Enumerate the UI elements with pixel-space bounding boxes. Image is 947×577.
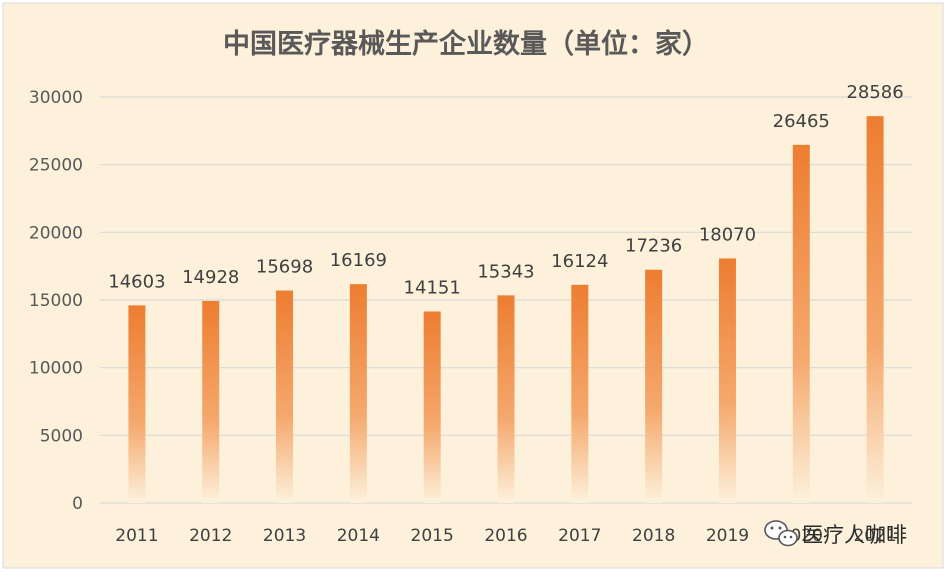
- data-labels: 14603 14928 15698 16169 14151 15343 16124 17236…: [108, 82, 903, 298]
- bar: [792, 144, 810, 503]
- wechat-icon: [764, 520, 798, 547]
- data-label: 14151: [404, 277, 461, 298]
- x-tick-label: 2014: [337, 526, 380, 546]
- x-tick-label: 2015: [411, 526, 454, 546]
- bar: [423, 311, 441, 503]
- data-label: 28586: [846, 82, 903, 103]
- y-axis-ticks: 0 5000 10000 15000 20000 25000 30000: [29, 88, 83, 514]
- bar: [866, 116, 884, 503]
- bars: [128, 116, 884, 503]
- y-tick-label: 15000: [29, 291, 83, 311]
- x-tick-label: 2017: [558, 526, 601, 546]
- bar: [349, 284, 367, 503]
- bar: [718, 258, 736, 503]
- data-label: 15343: [477, 261, 534, 282]
- data-label: 26465: [773, 111, 830, 132]
- x-tick-label: 2016: [484, 526, 527, 546]
- y-tick-label: 5000: [40, 426, 83, 446]
- bar: [128, 305, 146, 503]
- x-tick-label: 2011: [115, 526, 158, 546]
- y-tick-label: 25000: [29, 156, 83, 176]
- gridlines: [100, 96, 912, 504]
- y-tick-label: 30000: [29, 88, 83, 108]
- x-tick-label: 2018: [632, 526, 675, 546]
- data-label: 16124: [551, 251, 608, 272]
- x-tick-label: 2012: [189, 526, 232, 546]
- data-label: 14928: [182, 267, 239, 288]
- watermark: 医疗人咖啡: [764, 520, 907, 547]
- chart-title: 中国医疗器械生产企业数量（单位：家）: [223, 28, 709, 60]
- data-label: 14603: [108, 271, 165, 292]
- data-label: 17236: [625, 236, 682, 257]
- x-tick-label: 2021: [853, 526, 896, 546]
- data-label: 16169: [330, 250, 387, 271]
- bar: [497, 295, 515, 503]
- y-tick-label: 10000: [29, 359, 83, 379]
- data-label: 18070: [699, 224, 756, 245]
- watermark-text: 医疗人咖啡: [802, 523, 907, 547]
- bar: [571, 284, 589, 503]
- bar: [276, 290, 294, 503]
- bar: [202, 300, 220, 503]
- bar: [645, 269, 663, 503]
- y-tick-label: 0: [72, 494, 83, 514]
- y-tick-label: 20000: [29, 223, 83, 243]
- data-label: 15698: [256, 257, 313, 278]
- x-tick-label: 2013: [263, 526, 306, 546]
- x-tick-label: 2019: [706, 526, 749, 546]
